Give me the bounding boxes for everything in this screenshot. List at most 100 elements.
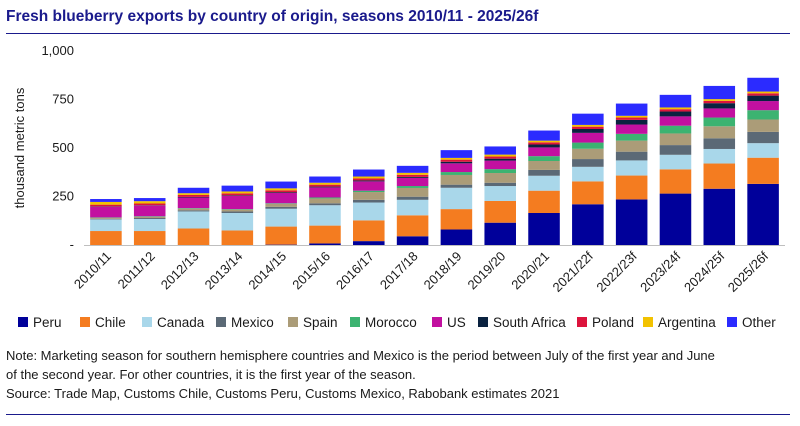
bar-segment-canada: [572, 166, 604, 182]
bar-segment-canada: [265, 208, 297, 227]
bar-segment-poland: [133, 203, 166, 206]
bar-segment-peru: [396, 236, 429, 245]
legend-label-south-africa: South Africa: [493, 315, 566, 330]
bar-segment-argentina: [747, 91, 779, 94]
bar-segment-argentina: [353, 176, 385, 179]
bar-segment-morocco: [221, 209, 254, 210]
bar-segment-argentina: [528, 140, 560, 143]
bar-segment-mexico: [703, 138, 736, 149]
legend-label-morocco: Morocco: [365, 315, 417, 330]
bar-segment-south-africa: [747, 95, 779, 102]
bar-segment-us: [221, 195, 254, 210]
bar-segment-other: [615, 103, 648, 116]
bar-segment-argentina: [703, 99, 736, 101]
bar-segment-argentina: [90, 201, 122, 205]
x-tick-label: 2014/15: [245, 249, 289, 293]
bar-segment-morocco: [265, 203, 297, 204]
bar-segment-chile: [484, 200, 516, 223]
bar-segment-spain: [440, 174, 473, 185]
legend-label-spain: Spain: [303, 315, 338, 330]
bar-segment-poland: [353, 178, 385, 181]
bar-segment-other: [221, 185, 254, 192]
legend-swatch-peru: [18, 317, 28, 327]
bar-segment-canada: [659, 154, 692, 170]
bar-segment-poland: [747, 93, 779, 96]
bar-segment-us: [353, 181, 385, 191]
bar-segment-spain: [221, 209, 254, 212]
bar-segment-canada: [747, 143, 779, 158]
chart-title: Fresh blueberry exports by country of or…: [6, 8, 539, 25]
bar-segment-canada: [440, 187, 473, 210]
bar-segment-south-africa: [659, 111, 692, 117]
bar-segment-mexico: [221, 211, 254, 213]
legend-swatch-canada: [142, 317, 152, 327]
title-rule: [6, 33, 790, 34]
bar-segment-mexico: [133, 218, 166, 220]
bar-segment-chile: [440, 209, 473, 230]
bar-segment-south-africa: [703, 103, 736, 109]
x-tick-label: 2024/25f: [681, 248, 728, 295]
bar-segment-peru: [484, 222, 516, 245]
legend-swatch-poland: [577, 317, 587, 327]
y-tick-label: -: [70, 237, 74, 252]
bar-segment-argentina: [396, 172, 429, 175]
legend-swatch-morocco: [350, 317, 360, 327]
bar-segment-south-africa: [528, 144, 560, 148]
bar-segment-south-africa: [615, 119, 648, 125]
y-tick-label: 750: [52, 92, 74, 107]
bar-segment-us: [572, 132, 604, 143]
bottom-rule: [6, 414, 790, 415]
bar-segment-us: [396, 177, 429, 187]
y-tick-label: 1,000: [41, 43, 74, 58]
legend-swatch-mexico: [216, 317, 226, 327]
bar-segment-south-africa: [484, 158, 516, 161]
legend-label-peru: Peru: [33, 315, 62, 330]
legend-swatch-other: [727, 317, 737, 327]
bar-segment-spain: [703, 126, 736, 139]
bar-segment-mexico: [659, 145, 692, 155]
x-tick-label: 2013/14: [202, 249, 246, 293]
bar-segment-us: [615, 124, 648, 134]
bar-segment-argentina: [177, 193, 210, 195]
bar-segment-mexico: [572, 159, 604, 167]
bar-segment-poland: [265, 190, 297, 193]
legend-label-poland: Poland: [592, 315, 634, 330]
bar-segment-us: [177, 197, 210, 209]
bar-segment-other: [90, 199, 122, 202]
bar-segment-canada: [177, 211, 210, 229]
bar-segment-chile: [747, 157, 779, 184]
x-tick-label: 2025/26f: [725, 248, 772, 295]
bar-segment-mexico: [747, 131, 779, 144]
bar-segment-mexico: [90, 218, 122, 220]
bar-segment-poland: [703, 100, 736, 104]
bar-segment-chile: [133, 231, 166, 245]
bar-segment-morocco: [528, 156, 560, 161]
bar-segment-other: [133, 198, 166, 202]
legend-swatch-spain: [288, 317, 298, 327]
bar-segment-peru: [747, 183, 779, 245]
legend-swatch-us: [432, 317, 442, 327]
bar-segment-argentina: [659, 107, 692, 110]
legend-label-argentina: Argentina: [658, 315, 716, 330]
bar-segment-poland: [90, 204, 122, 207]
bar-segment-us: [484, 160, 516, 170]
bar-segment-poland: [440, 159, 473, 162]
x-tick-label: 2021/22f: [550, 248, 597, 295]
bar-segment-spain: [265, 203, 297, 207]
bar-segment-south-africa: [309, 186, 341, 188]
bar-segment-morocco: [659, 125, 692, 134]
bar-segment-mexico: [615, 151, 648, 161]
bar-segment-poland: [309, 184, 341, 187]
bar-segment-argentina: [133, 201, 166, 204]
legend-swatch-south-africa: [478, 317, 488, 327]
bar-segment-argentina: [221, 191, 254, 194]
note-line-2: of the second year. For other countries,…: [6, 367, 416, 382]
bar-segment-chile: [528, 190, 560, 213]
bar-segment-us: [440, 163, 473, 173]
bar-segment-spain: [133, 216, 166, 219]
bar-segment-other: [572, 113, 604, 125]
bar-segment-peru: [572, 204, 604, 245]
bar-segment-argentina: [309, 182, 341, 185]
bar-segment-poland: [572, 126, 604, 129]
bar-segment-other: [353, 169, 385, 177]
